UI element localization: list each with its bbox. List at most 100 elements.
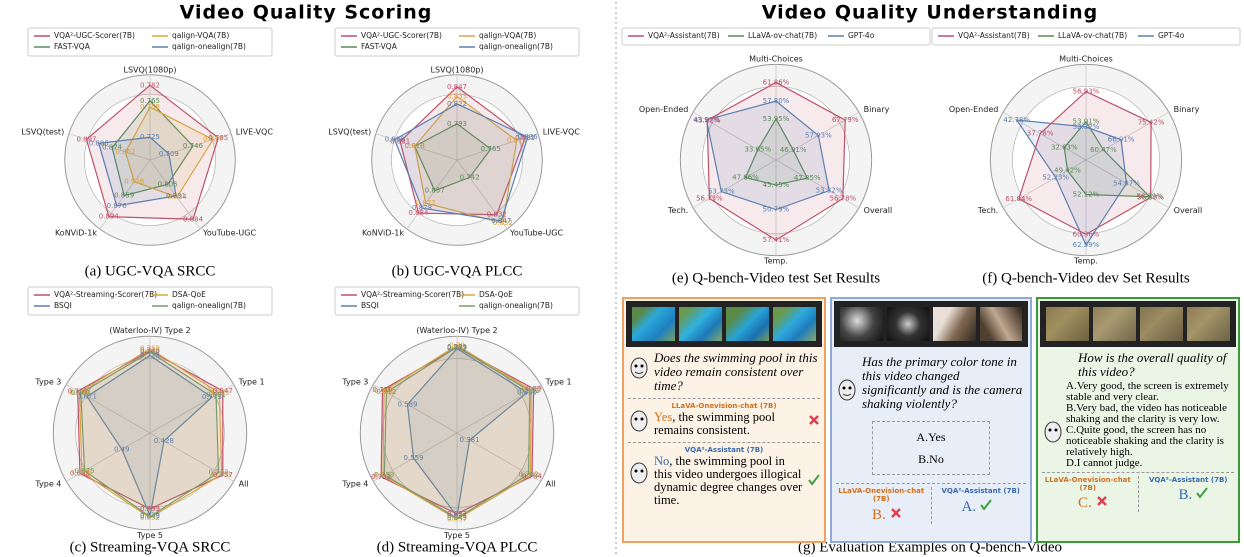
response: VQA²-Assistant (7B) A. [932,487,1031,524]
answer-text: B. [872,507,886,523]
axis-label: Multi-Choices [749,54,803,63]
option: A.Very good, the screen is extremely sta… [1066,381,1234,403]
legend-label: DSA-QoE [172,290,206,299]
value-label: 56.39% [1136,193,1163,201]
axis-label: KoNViD-1k [362,228,404,237]
value-label: 0.758 [140,103,160,111]
legend-label: qalign-VQA(7B) [479,31,536,40]
check-icon [808,474,820,486]
value-label: 0.886 [89,139,110,147]
axis-label: All [546,480,556,489]
axis-label: LSVQ(test) [328,128,371,137]
legend-label: LLaVA-ov-chat(7B) [1058,31,1127,40]
example-panel: Has the primary color tone in this video… [830,297,1032,543]
face-icon [629,357,649,379]
answer: No, the swimming pool in this video unde… [624,454,824,509]
value-label: 0.675 [75,467,95,475]
frame [726,307,769,341]
axis-label: Open-Ended [639,105,688,114]
value-label: 0.836 [518,133,539,141]
value-label: 0.801 [206,391,226,399]
frame [840,307,883,341]
value-label: 0.762 [519,470,539,478]
face-icon [1043,421,1063,443]
value-label: 0.709 [159,150,179,158]
caption: (a) UGC-VQA SRCC [85,263,216,279]
axis-label: Overall [1174,206,1203,215]
left-title: Video Quality Scoring [180,2,433,24]
answer-text: , the swimming pool in this video underg… [654,454,802,507]
legend-label: VQA²-Assistant(7B) [648,31,720,40]
options-box: A.Yes B.No [872,421,990,475]
answer-lead: C. [1038,492,1138,512]
axis-label: Binary [1174,105,1200,114]
answer-text: , the swimming pool remains consistent. [654,410,775,437]
cross-icon [808,414,820,426]
option: B.No [877,448,985,470]
answer-lead: B. [1139,484,1239,504]
response: LLaVA-Onevision-chat (7B) B. [832,487,932,524]
check-icon [1196,487,1208,499]
axis-label: LIVE-VQC [236,128,274,137]
example-panel: How is the overall quality of this video… [1036,297,1240,543]
figure: Video Quality Scoring Video Quality Unde… [0,0,1244,557]
frame [632,307,675,341]
legend-label: VQA²-UGC-Scorer(7B) [361,31,442,40]
value-label: 0.742 [140,348,160,356]
option: A.Yes [877,426,985,448]
axis-label: YouTube-UGC [509,228,563,237]
legend-label: FAST-VQA [54,42,91,51]
value-label: 0.884 [183,215,204,223]
question: Does the swimming pool in this video rem… [624,349,824,395]
value-label: 0.878 [412,204,432,212]
separator [836,483,1026,484]
axis-label: All [239,480,249,489]
legend-label: qalign-VQA(7B) [172,31,229,40]
value-label: 0.831 [166,192,186,200]
axis-label: Tech. [667,206,688,215]
axis-label: (Waterloo-IV) Type 2 [109,326,190,335]
value-label: 43.97% [693,116,720,124]
caption: (d) Streaming-VQA PLCC [377,539,538,555]
value-label: 61.86% [763,78,790,86]
value-label: 60.47% [1090,146,1117,154]
answer-text: B. [1179,487,1193,503]
value-label: 0.849 [447,514,467,522]
frame [1187,307,1230,341]
value-label: 0.845 [140,513,160,521]
legend-label: LLaVA-ov-chat(7B) [748,31,817,40]
example-panel: Does the swimming pool in this video rem… [622,297,826,543]
legend-label: VQA²-Streaming-Scorer(7B) [361,290,464,299]
axis-label: Multi-Choices [1059,54,1113,63]
right-title: Video Quality Understanding [762,2,1098,24]
value-label: 0.862 [115,148,135,156]
legend-label: GPT-4o [1158,31,1185,40]
value-label: 33.65% [744,146,771,154]
legend-label: DSA-QoE [479,290,513,299]
face-icon [629,462,649,484]
value-label: 0.781 [447,343,467,351]
value-label: 0.896 [385,136,406,144]
value-label: 56.73% [696,194,723,202]
value-label: 0.765 [481,145,501,153]
value-label: 0.777 [203,136,223,144]
axis-label: YouTube-UGC [202,228,256,237]
value-label: 37.78% [1027,130,1054,138]
value-label: 0.49 [114,445,130,453]
value-label: 0.725 [140,133,160,141]
frame [773,307,816,341]
axis-label: LIVE-VQC [543,128,581,137]
frame [1046,307,1089,341]
answer: Yes, the swimming pool remains consisten… [624,410,824,439]
legend-label: qalign-onealign(7B) [479,301,553,310]
value-label: 0.793 [447,120,467,128]
value-label: 0.894 [99,213,120,221]
axis-label: Type 4 [34,480,61,489]
value-label: 0.859 [114,192,134,200]
options: A.Very good, the screen is extremely sta… [1038,381,1238,469]
check-icon [980,499,992,511]
separator [628,398,820,399]
value-label: 0.822 [447,100,467,108]
model-name: LLaVA-Onevision-chat (7B) [624,402,824,410]
frame [1140,307,1183,341]
